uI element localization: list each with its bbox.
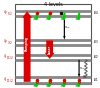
- Text: $\tau_{NR}$: $\tau_{NR}$: [64, 24, 71, 31]
- Text: $^4I_{11/2}$: $^4I_{11/2}$: [3, 75, 13, 85]
- Text: $E_4$: $E_4$: [93, 9, 99, 17]
- Text: $E_3$: $E_3$: [93, 38, 99, 46]
- FancyArrow shape: [63, 16, 66, 40]
- Text: $E_2$: $E_2$: [93, 53, 99, 61]
- FancyArrow shape: [78, 60, 80, 77]
- FancyArrow shape: [22, 11, 32, 82]
- Text: 4 levels: 4 levels: [44, 2, 63, 7]
- FancyArrow shape: [45, 40, 55, 59]
- Text: Laser: Laser: [48, 45, 52, 54]
- Text: $^4I_{15/2}$: $^4I_{15/2}$: [3, 52, 13, 62]
- Text: $E_1$: $E_1$: [93, 76, 99, 84]
- Text: $^4F_{5/2}$: $^4F_{5/2}$: [3, 8, 13, 18]
- Bar: [15, 4, 91, 84]
- Text: $^4F_{3/2}$: $^4F_{3/2}$: [3, 37, 13, 47]
- Text: Pumping: Pumping: [25, 37, 29, 51]
- Text: $\tau_{NR}$: $\tau_{NR}$: [79, 65, 85, 72]
